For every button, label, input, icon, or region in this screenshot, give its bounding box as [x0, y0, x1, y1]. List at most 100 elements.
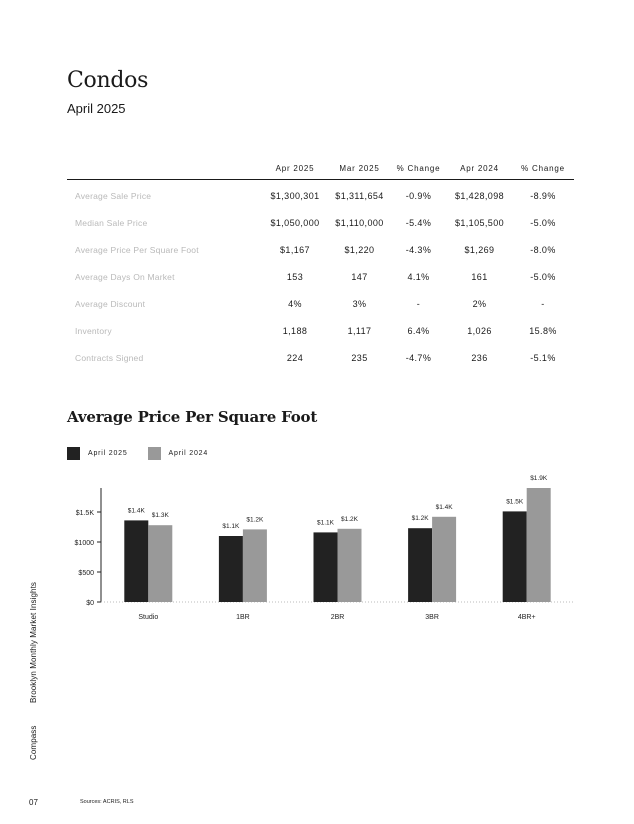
row-label: Median Sale Price [75, 217, 148, 228]
table-cell: -5.0% [530, 217, 556, 228]
bar-april-2025 [502, 511, 527, 602]
table-cell: 161 [471, 271, 488, 282]
table-cell: 235 [351, 352, 368, 363]
legend-swatch-april-2024 [147, 447, 161, 460]
legend-item-april-2024: April 2024 [147, 447, 209, 460]
bar-april-2024 [526, 488, 551, 602]
chart-title: Average Price Per Square Foot [67, 408, 318, 426]
table-row: Average Price Per Square Foot $1,167 $1,… [67, 236, 574, 263]
table-cell: 1,117 [347, 325, 372, 336]
table-cell: $1,269 [464, 244, 495, 255]
table-cell: 1,188 [282, 325, 308, 336]
bar-data-label: $1.2K [412, 515, 430, 522]
table-cell: $1,220 [344, 244, 375, 255]
market-stats-table: Apr 2025 Mar 2025 % Change Apr 2024 % Ch… [67, 157, 574, 371]
row-label: Inventory [75, 325, 112, 336]
bar-data-label: $1.1K [317, 519, 335, 526]
row-label: Average Discount [75, 298, 146, 309]
row-label: Contracts Signed [75, 352, 144, 363]
table-cell: 224 [286, 352, 304, 363]
table-cell: - [416, 298, 421, 309]
bar-april-2025 [124, 520, 149, 602]
column-header-label [67, 157, 261, 180]
table-row: Average Days On Market 153 147 4.1% 161 … [67, 263, 574, 290]
bar-april-2025 [408, 528, 433, 602]
bar-april-2024 [337, 528, 362, 602]
table-header-row: Apr 2025 Mar 2025 % Change Apr 2024 % Ch… [67, 157, 574, 180]
bar-data-label: $1.2K [341, 516, 359, 523]
y-tick-label: $0 [86, 600, 94, 607]
bar-data-label: $1.4K [436, 504, 454, 511]
table-cell: 147 [351, 271, 368, 282]
publication-label: Brooklyn Monthly Market Insights [29, 581, 38, 703]
bar-data-label: $1.1K [222, 523, 240, 530]
table-cell: $1,167 [280, 244, 310, 255]
table-cell: -8.0% [530, 244, 556, 255]
table-cell: $1,105,500 [454, 217, 505, 228]
x-category-label: 3BR [425, 614, 439, 621]
legend-label-april-2024: April 2024 [168, 450, 209, 457]
table-cell: -4.3% [405, 244, 432, 255]
table-cell: 153 [286, 271, 304, 282]
y-tick-label: $1000 [75, 540, 95, 547]
legend-label-april-2025: April 2025 [88, 450, 128, 457]
bar-april-2024 [432, 516, 457, 602]
sources-note: Sources: ACRIS, RLS [80, 799, 134, 805]
y-tick-label: $1.5K [76, 510, 95, 517]
table-cell: -5.1% [530, 352, 556, 363]
table-cell: 236 [471, 352, 488, 363]
brand-label: Compass [29, 725, 38, 761]
table-cell: 1,026 [467, 325, 492, 336]
row-label: Average Sale Price [75, 190, 152, 201]
bar-april-2024 [148, 525, 173, 602]
table-row: Average Discount 4% 3% - 2% - [67, 290, 574, 317]
legend-swatch-april-2025 [67, 447, 80, 460]
bar-april-2025 [313, 532, 338, 602]
bar-data-label: $1.2K [246, 516, 264, 523]
bar-data-label: $1.9K [530, 475, 548, 482]
table-cell: $1,110,000 [335, 217, 384, 228]
table-cell: -0.9% [405, 190, 432, 201]
x-category-label: 1BR [236, 614, 250, 621]
column-header-apr-2024: Apr 2024 [447, 157, 512, 180]
bar-april-2025 [218, 536, 243, 602]
table-cell: -5.4% [405, 217, 432, 228]
table-row: Average Sale Price $1,300,301 $1,311,654… [67, 180, 574, 210]
table-cell: -5.0% [530, 271, 556, 282]
page-title: Condos [67, 68, 149, 93]
bar-april-2024 [242, 529, 267, 602]
column-header-mar-2025: Mar 2025 [329, 157, 390, 180]
column-header-change-mom: % Change [390, 157, 447, 180]
page-subtitle: April 2025 [67, 101, 126, 116]
x-category-label: 2BR [331, 614, 345, 621]
table-cell: $1,050,000 [270, 217, 320, 228]
column-header-apr-2025: Apr 2025 [261, 157, 329, 180]
bar-data-label: $1.5K [506, 498, 524, 505]
table-cell: 6.4% [407, 325, 430, 336]
chart-legend: April 2025 April 2024 [67, 447, 228, 460]
table-row: Inventory 1,188 1,117 6.4% 1,026 15.8% [67, 317, 574, 344]
column-header-change-yoy: % Change [512, 157, 574, 180]
table-cell: 3% [352, 298, 367, 309]
table-cell: - [541, 298, 545, 309]
table-cell: $1,300,301 [270, 190, 320, 201]
bar-data-label: $1.3K [152, 512, 170, 519]
table-row: Contracts Signed 224 235 -4.7% 236 -5.1% [67, 344, 574, 371]
row-label: Average Days On Market [75, 271, 175, 282]
bar-data-label: $1.4K [128, 507, 146, 514]
table-cell: $1,311,654 [335, 190, 384, 201]
row-label: Average Price Per Square Foot [75, 244, 199, 255]
page-number: 07 [29, 798, 38, 807]
x-category-label: 4BR+ [518, 614, 536, 621]
table-cell: 15.8% [529, 325, 557, 336]
legend-item-april-2025: April 2025 [67, 447, 128, 460]
table-cell: 2% [472, 298, 487, 309]
table-cell: $1,428,098 [454, 190, 505, 201]
y-tick-label: $500 [78, 570, 94, 577]
x-category-label: Studio [138, 614, 158, 621]
table-cell: 4.1% [407, 271, 430, 282]
table-cell: -8.9% [530, 190, 556, 201]
table-cell: 4% [288, 298, 302, 309]
table-row: Median Sale Price $1,050,000 $1,110,000 … [67, 209, 574, 236]
